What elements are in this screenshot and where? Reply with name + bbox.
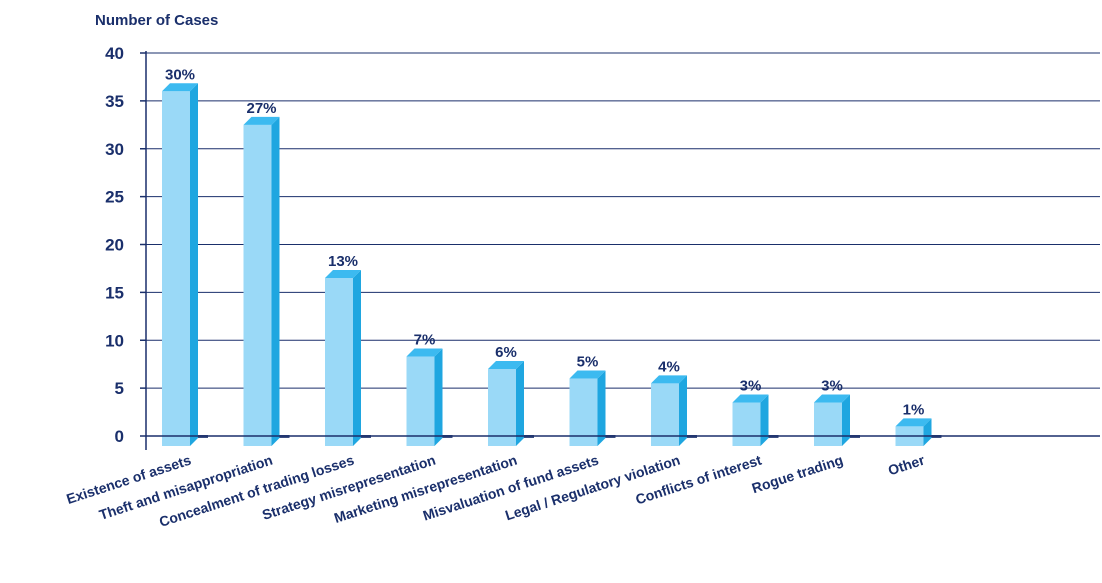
- bar: [569, 370, 616, 446]
- bar: [895, 418, 942, 446]
- bar-top: [569, 370, 606, 379]
- bar-front: [732, 402, 761, 446]
- y-tick-label: 35: [105, 92, 124, 111]
- bar-top: [895, 418, 932, 427]
- data-label: 27%: [246, 100, 276, 117]
- y-tick-label: 0: [115, 427, 124, 446]
- data-label: 4%: [658, 358, 680, 375]
- bar-front: [488, 368, 516, 446]
- data-label: 3%: [740, 377, 762, 394]
- bar-front: [814, 402, 842, 446]
- data-labels: 30% 27% 13% 7% 6% 5% 4% 3% 3% 1%: [165, 66, 924, 418]
- bar-top: [243, 116, 280, 125]
- bar-front: [406, 356, 435, 446]
- data-label: 13%: [328, 253, 358, 270]
- bar-side: [271, 116, 280, 446]
- data-label: 3%: [821, 377, 843, 394]
- bar-front: [569, 378, 598, 446]
- bar-top: [732, 394, 769, 403]
- y-tick-label: 40: [105, 44, 124, 63]
- bar-top: [406, 348, 443, 357]
- bar-side: [760, 394, 769, 446]
- y-tick-labels: 0 5 10 15 20 25 30 35 40: [105, 44, 124, 446]
- bar-top: [325, 270, 361, 279]
- y-tick-label: 25: [105, 188, 124, 207]
- data-label: 7%: [414, 332, 436, 349]
- bar-top: [162, 83, 198, 92]
- bar: [406, 348, 453, 446]
- bar-side: [679, 375, 687, 446]
- bar-side: [353, 270, 361, 446]
- bar-side: [597, 370, 606, 446]
- y-axis-title: Number of Cases: [95, 12, 218, 29]
- axes: [140, 51, 1100, 450]
- bar-top: [651, 375, 687, 384]
- bar-side: [434, 348, 443, 446]
- bar-front: [162, 91, 190, 447]
- bar-top: [814, 394, 850, 403]
- data-label: 1%: [903, 401, 925, 418]
- bar-side: [516, 360, 524, 446]
- data-label: 30%: [165, 66, 195, 83]
- y-tick-label: 20: [105, 236, 124, 255]
- x-tick-label: Other: [886, 451, 927, 478]
- grid-lines: [146, 52, 1100, 389]
- bar: [162, 83, 208, 447]
- y-tick-label: 30: [105, 140, 124, 159]
- bar: [488, 360, 534, 446]
- y-tick-label: 10: [105, 331, 124, 350]
- bar-front: [325, 278, 353, 446]
- bar-top: [488, 360, 524, 369]
- bars: [162, 83, 942, 447]
- x-tick-label: Rogue trading: [750, 452, 845, 497]
- y-tick-label: 15: [105, 283, 124, 302]
- bar-side: [190, 83, 198, 447]
- bar-side: [923, 418, 932, 446]
- bar-side: [842, 394, 850, 446]
- bar: [243, 116, 290, 446]
- data-label: 5%: [577, 354, 599, 371]
- bar-front: [243, 124, 272, 446]
- bar: [732, 394, 779, 446]
- data-label: 6%: [495, 344, 517, 361]
- y-tick-label: 5: [115, 379, 124, 398]
- bar: [325, 270, 371, 446]
- bar: [814, 394, 860, 446]
